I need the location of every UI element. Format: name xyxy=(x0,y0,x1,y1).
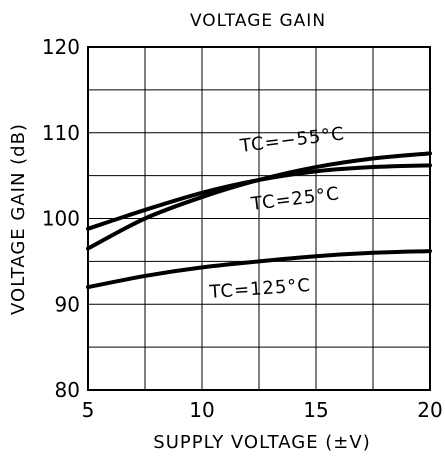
chart-title: VOLTAGE GAIN xyxy=(190,11,326,31)
x-tick-label: 5 xyxy=(82,398,95,422)
series-lines xyxy=(86,151,432,290)
x-tick-label: 20 xyxy=(417,398,442,422)
curve-label-tc-minus-55c: TC=−55°C xyxy=(238,123,346,157)
x-axis-label: SUPPLY VOLTAGE (±V) xyxy=(153,432,370,453)
plot-frame xyxy=(87,46,431,391)
tick-labels: 5 10 15 20 80 90 100 110 120 xyxy=(42,35,443,422)
y-tick-label: 90 xyxy=(55,292,80,316)
series-line-tc-25c xyxy=(86,151,432,251)
series-line-tc-125c xyxy=(86,249,432,290)
y-axis-label: VOLTAGE GAIN (dB) xyxy=(8,123,29,315)
y-tick-label: 110 xyxy=(42,121,80,145)
grid xyxy=(88,47,430,390)
x-tick-label: 15 xyxy=(303,398,328,422)
curve-label-tc-25c: TC=25°C xyxy=(249,183,341,215)
y-tick-label: 80 xyxy=(55,378,80,402)
y-tick-label: 100 xyxy=(42,207,80,231)
y-tick-label: 120 xyxy=(42,35,80,59)
curve-labels: TC=−55°C TC=25°C TC=125°C xyxy=(208,123,346,303)
curve-label-tc-125c: TC=125°C xyxy=(208,275,312,303)
x-tick-label: 10 xyxy=(189,398,214,422)
